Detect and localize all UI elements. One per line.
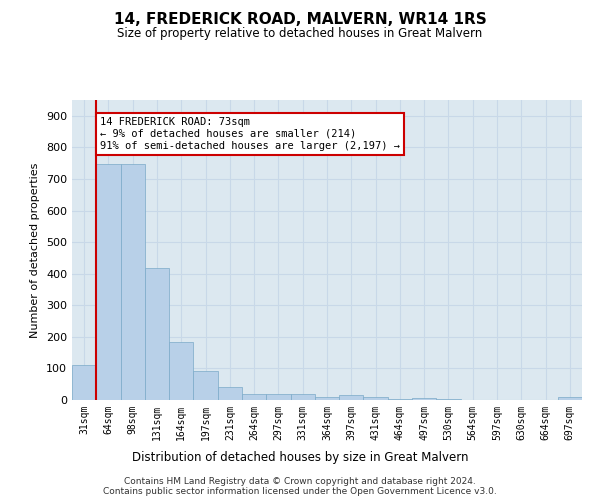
- Bar: [558, 398, 582, 400]
- Text: Contains HM Land Registry data © Crown copyright and database right 2024.: Contains HM Land Registry data © Crown c…: [124, 476, 476, 486]
- Bar: [364, 397, 388, 400]
- Text: 14, FREDERICK ROAD, MALVERN, WR14 1RS: 14, FREDERICK ROAD, MALVERN, WR14 1RS: [113, 12, 487, 28]
- Text: 14 FREDERICK ROAD: 73sqm
← 9% of detached houses are smaller (214)
91% of semi-d: 14 FREDERICK ROAD: 73sqm ← 9% of detache…: [100, 118, 400, 150]
- Bar: [315, 397, 339, 400]
- Text: Distribution of detached houses by size in Great Malvern: Distribution of detached houses by size …: [132, 451, 468, 464]
- Bar: [242, 394, 266, 400]
- Text: Size of property relative to detached houses in Great Malvern: Size of property relative to detached ho…: [118, 28, 482, 40]
- Bar: [96, 164, 121, 400]
- Y-axis label: Number of detached properties: Number of detached properties: [31, 162, 40, 338]
- Bar: [266, 394, 290, 400]
- Bar: [218, 388, 242, 400]
- Bar: [145, 268, 169, 400]
- Bar: [169, 342, 193, 400]
- Bar: [412, 398, 436, 400]
- Bar: [72, 366, 96, 400]
- Bar: [193, 370, 218, 400]
- Bar: [290, 394, 315, 400]
- Text: Contains public sector information licensed under the Open Government Licence v3: Contains public sector information licen…: [103, 486, 497, 496]
- Bar: [121, 164, 145, 400]
- Bar: [339, 396, 364, 400]
